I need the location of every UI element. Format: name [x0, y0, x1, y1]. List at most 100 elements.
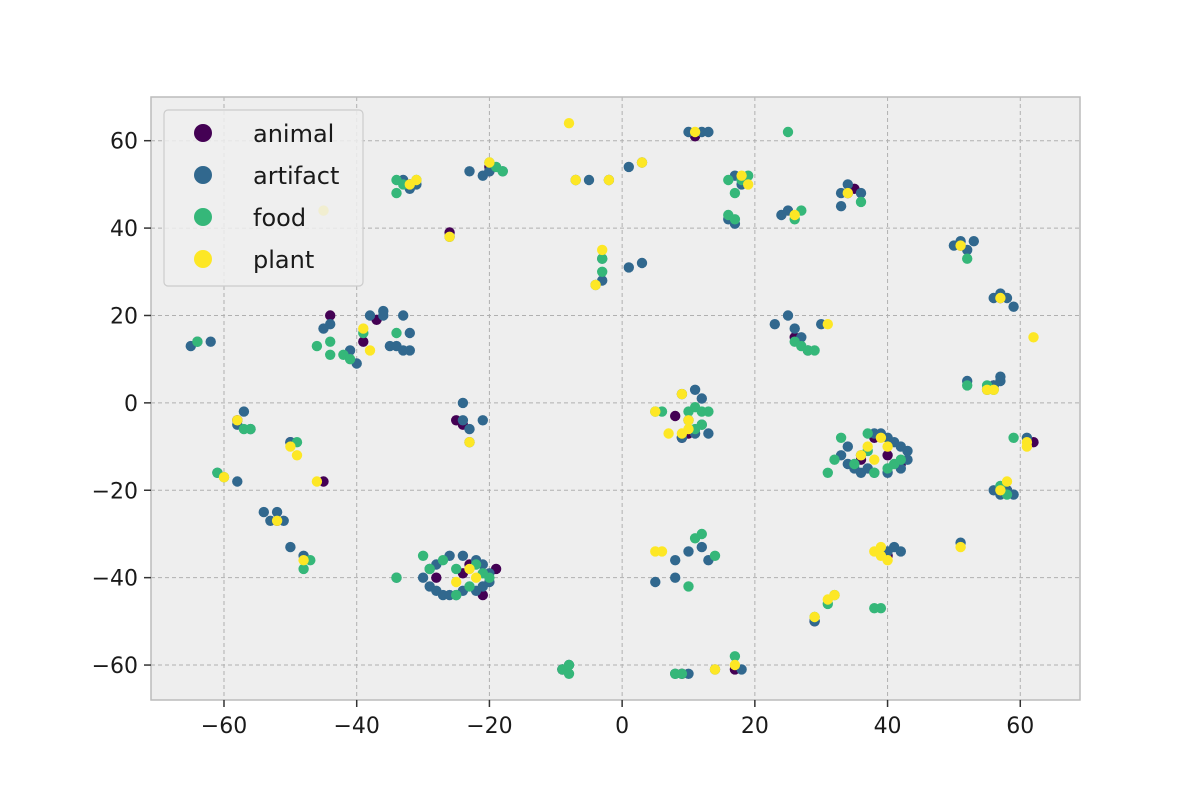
x-tick-label: −20 [466, 714, 512, 739]
scatter-point-plant [1001, 476, 1013, 487]
x-tick-label: 60 [1006, 714, 1034, 739]
scatter-point-food [464, 581, 475, 592]
scatter-point-artifact [902, 445, 913, 457]
scatter-point-plant [603, 174, 615, 186]
scatter-point-artifact [258, 506, 269, 518]
scatter-point-plant [882, 555, 893, 566]
scatter-point-artifact [696, 541, 707, 553]
scatter-point-artifact [404, 345, 415, 356]
scatter-point-plant [869, 454, 880, 465]
scatter-point-artifact [464, 423, 475, 435]
scatter-point-food [729, 214, 741, 225]
scatter-point-artifact [968, 236, 979, 247]
scatter-point-plant [597, 244, 608, 256]
y-tick-label: 20 [110, 304, 138, 329]
scatter-point-artifact [238, 406, 250, 417]
scatter-point-plant [411, 174, 422, 186]
scatter-point-plant [875, 432, 887, 443]
scatter-point-artifact [636, 257, 648, 269]
scatter-point-artifact [1008, 301, 1019, 312]
scatter-point-plant [570, 174, 581, 186]
scatter-point-food [822, 467, 833, 478]
scatter-point-food [451, 589, 462, 601]
legend-marker-food [194, 208, 212, 226]
scatter-point-plant [663, 428, 674, 439]
legend-label-artifact: artifact [253, 162, 339, 190]
scatter-point-artifact [842, 179, 853, 190]
scatter-point-food [484, 572, 495, 583]
scatter-point-food [703, 406, 714, 417]
scatter-point-plant [563, 118, 575, 129]
x-tick-label: −60 [201, 714, 247, 739]
scatter-point-food [875, 603, 887, 614]
scatter-point-plant [358, 323, 369, 334]
scatter-point-plant [882, 441, 893, 452]
scatter-point-plant [729, 659, 741, 671]
scatter-point-plant [955, 541, 966, 553]
scatter-point-plant [683, 423, 694, 435]
scatter-point-artifact [782, 310, 794, 321]
scatter-point-plant [955, 240, 966, 251]
scatter-point-food [391, 572, 402, 583]
scatter-point-food [563, 659, 575, 671]
scatter-point-food [729, 651, 741, 662]
scatter-point-food [597, 253, 608, 264]
scatter-point-food [451, 563, 462, 575]
scatter-point-artifact [477, 415, 488, 426]
scatter-point-artifact [457, 397, 469, 409]
scatter-point-artifact [689, 384, 701, 395]
scatter-point-artifact [464, 166, 475, 177]
scatter-point-plant [988, 384, 999, 395]
scatter-point-food [563, 668, 575, 679]
scatter-point-food [391, 187, 402, 199]
scatter-point-plant [298, 555, 309, 566]
scatter-point-food [1008, 432, 1019, 443]
scatter-point-plant [444, 231, 455, 242]
scatter-point-food [809, 345, 820, 356]
scatter-point-plant [829, 589, 840, 601]
scatter-point-food [683, 581, 694, 592]
scatter-point-plant [470, 572, 482, 583]
scatter-point-artifact [650, 576, 661, 588]
x-tick-label: −40 [333, 714, 379, 739]
scatter-point-food [417, 550, 429, 561]
scatter-point-plant [862, 441, 873, 452]
scatter-point-plant [650, 406, 661, 417]
scatter-point-food [437, 555, 449, 566]
scatter-point-food [245, 423, 256, 435]
scatter-point-artifact [457, 415, 469, 426]
scatter-point-food [855, 196, 867, 208]
scatter-point-plant [709, 664, 721, 675]
y-axis-ticks: −60 −40 −20 0 20 40 60 [92, 130, 151, 679]
scatter-point-artifact [232, 476, 243, 487]
legend-marker-plant [194, 250, 212, 268]
scatter-point-plant [291, 450, 303, 461]
scatter-point-plant [875, 541, 887, 553]
legend: animal artifact food plant [163, 109, 364, 287]
scatter-point-plant [855, 450, 867, 461]
scatter-point-plant [218, 472, 230, 483]
scatter-point-plant [636, 157, 648, 168]
y-tick-label: −20 [92, 479, 138, 504]
scatter-point-animal [882, 450, 893, 461]
x-tick-label: 0 [615, 714, 629, 739]
scatter-point-artifact [623, 262, 634, 273]
scatter-point-plant [689, 126, 701, 138]
scatter-point-artifact [404, 327, 415, 339]
plot-frame [150, 96, 1081, 701]
scatter-point-artifact [378, 310, 389, 321]
scatter-point-plant [842, 187, 853, 199]
legend-box [163, 109, 364, 287]
scatter-point-food [835, 432, 847, 443]
scatter-point-plant [683, 415, 694, 426]
scatter-point-artifact [842, 441, 853, 452]
scatter-point-food [424, 563, 435, 575]
scatter-point-artifact [318, 323, 329, 334]
scatter-point-plant [1021, 441, 1033, 452]
scatter-point-plant [464, 437, 475, 448]
scatter-point-food [862, 428, 873, 439]
scatter-point-artifact [417, 572, 429, 583]
scatter-point-food [723, 174, 734, 186]
scatter-point-food [325, 349, 336, 360]
